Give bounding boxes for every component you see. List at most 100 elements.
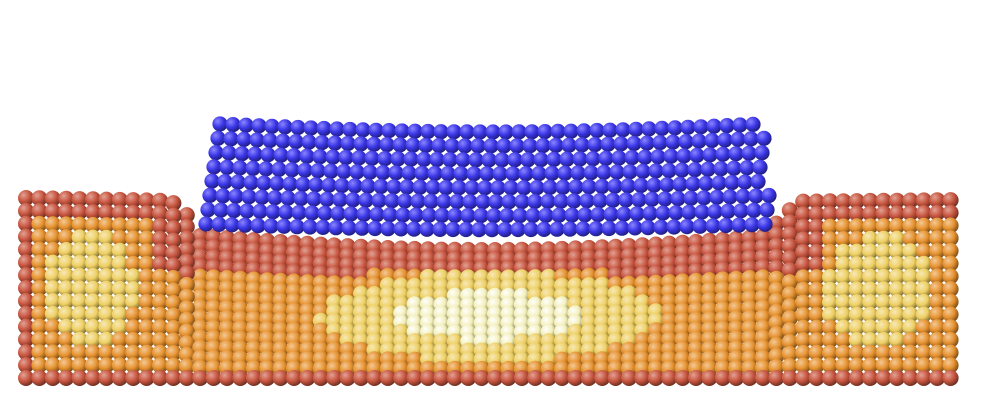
substrate-atom [822,370,838,386]
indenter-atom [605,192,621,208]
indenter-atom [336,163,352,180]
substrate-atom [58,203,75,220]
substrate-atom [902,332,919,348]
indenter-atom [252,203,268,219]
indenter-atom [401,165,417,181]
indenter-atom [453,166,469,182]
substrate-atom [902,344,919,361]
substrate-atom [795,294,812,311]
indenter-atom [445,221,461,238]
substrate-atom [58,229,75,246]
indenter-atom [379,137,395,153]
substrate-atom [768,259,785,276]
substrate-atom [781,274,798,291]
substrate-atom [755,370,771,386]
indenter-atom [568,179,584,195]
indenter-atom [425,179,441,195]
substrate-atom [18,331,34,348]
substrate-atom [44,344,61,361]
substrate-atom [848,268,865,285]
indenter-atom [524,124,540,140]
indenter-atom [334,178,350,194]
indenter-atom [592,193,608,209]
indenter-atom [306,191,322,207]
indenter-atom [628,121,644,137]
substrate-atom [98,331,115,348]
indenter-atom [549,221,565,237]
indenter-atom [713,161,729,177]
indenter-atom [262,132,278,149]
indenter-atom [689,147,705,163]
substrate-atom [835,332,852,349]
substrate-atom [31,331,48,348]
indenter-atom [728,146,744,162]
indenter-atom [366,136,382,152]
indenter-atom [447,207,463,224]
substrate-atom [835,205,852,222]
substrate-atom [125,281,142,298]
indenter-atom [657,191,673,207]
substrate-atom [125,243,142,259]
substrate-atom [875,230,892,247]
substrate-atom [85,267,101,284]
substrate-atom [822,357,838,374]
substrate-atom [929,357,946,374]
substrate-atom [808,243,825,260]
substrate-atom [138,306,155,323]
indenter-atom [577,207,593,223]
substrate-atom [915,217,932,234]
substrate-atom [915,331,932,348]
substrate-atom [31,267,48,284]
substrate-atom [942,370,959,386]
substrate-atom [607,370,624,386]
substrate-atom [902,319,919,336]
substrate-atom [125,230,142,247]
substrate-atom [178,358,195,375]
substrate-atom [18,280,34,296]
indenter-atom [663,148,679,164]
indenter-atom [512,208,528,224]
substrate-atom [768,248,785,265]
substrate-atom [31,280,48,297]
substrate-atom [58,318,75,335]
substrate-atom [312,370,329,386]
substrate-atom [18,202,34,219]
indenter-atom [291,205,307,221]
substrate-atom [929,243,946,259]
indenter-atom [342,121,358,138]
indenter-atom [616,206,632,222]
indenter-atom [724,175,740,191]
substrate-atom [929,192,946,209]
indenter-atom [325,149,341,165]
substrate-atom [71,267,88,284]
indenter-atom [735,188,751,204]
substrate-atom [58,254,75,271]
substrate-atom [862,218,879,235]
substrate-atom [822,294,838,311]
indenter-atom [256,175,272,191]
indenter-atom [403,151,419,167]
substrate-atom [85,255,101,272]
substrate-atom [835,357,852,374]
substrate-atom [808,269,825,286]
substrate-atom [138,255,155,272]
substrate-atom [125,319,142,336]
substrate-atom [862,256,879,273]
substrate-atom [44,280,61,297]
substrate-atom [915,357,932,374]
substrate-atom [31,344,48,361]
substrate-atom [808,319,825,336]
indenter-atom [627,220,643,236]
substrate-atom [848,294,865,311]
indenter-atom [444,138,460,154]
indenter-atom [745,116,761,132]
substrate-atom [326,370,343,386]
indenter-atom [589,122,605,139]
substrate-atom [942,242,959,259]
substrate-atom [18,357,34,374]
indenter-atom [611,150,627,166]
indenter-atom [251,118,267,134]
substrate-atom [835,370,852,386]
substrate-atom [835,218,852,235]
indenter-atom [640,220,656,236]
